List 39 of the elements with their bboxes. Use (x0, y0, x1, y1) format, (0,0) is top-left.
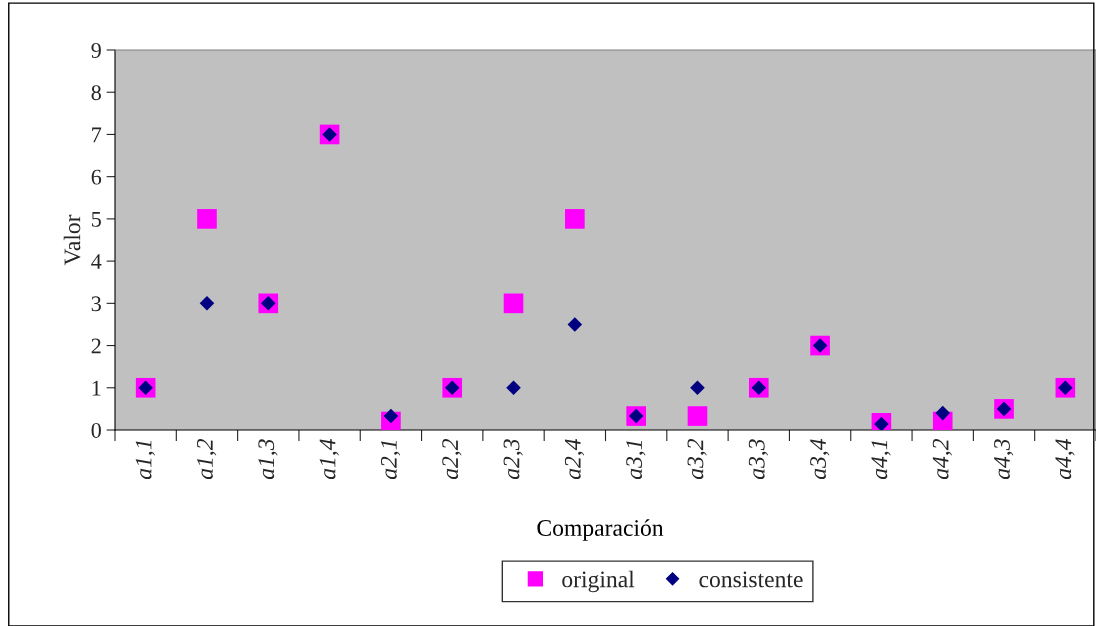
point (197, 209, 217, 229)
point (690, 380, 705, 396)
y-tick-label: 6 (91, 169, 102, 185)
y-tick-label: 9 (91, 42, 101, 58)
x-tick-label: a4,3 (994, 439, 1014, 480)
x-tick-label: a4,2 (932, 438, 953, 480)
x-tick-label: a3,2 (687, 438, 707, 480)
y-tick-label: 2 (91, 338, 101, 354)
x-tick-label: a2,4 (564, 438, 585, 480)
x-tick-label: a3,4 (810, 438, 830, 480)
x-tick-label: a2,3 (503, 439, 523, 480)
y-tick-label: 0 (91, 422, 101, 438)
point (383, 408, 399, 424)
point (503, 293, 524, 314)
y-axis-title: Valor (63, 214, 81, 266)
legend-label: original (562, 570, 635, 593)
point (506, 380, 521, 396)
x-tick-label: a1,4 (319, 438, 339, 480)
x-tick-label: a2,2 (442, 438, 462, 480)
y-tick-label: 4 (91, 254, 102, 269)
x-tick-label: a4,1 (871, 440, 891, 480)
y-tick-label: 5 (91, 212, 101, 227)
x-tick-label: a3,1 (626, 440, 646, 480)
y-tick-label: 7 (92, 127, 102, 143)
x-tick-label: a1,2 (197, 438, 217, 480)
x-tick-label: a2,1 (380, 440, 401, 480)
point (687, 406, 708, 426)
x-tick-label: a4,4 (1055, 438, 1075, 480)
y-tick-label: 8 (91, 85, 101, 101)
point (199, 296, 215, 311)
point (565, 209, 585, 229)
x-axis-title: Comparación (537, 519, 664, 541)
x-tick-label: a1,1 (135, 440, 155, 480)
point (567, 317, 583, 332)
x-tick-label: a1,3 (258, 439, 278, 480)
x-tick-label: a3,3 (748, 439, 769, 480)
y-tick-label: 1 (92, 380, 101, 396)
y-tick-label: 3 (91, 296, 101, 312)
legend-label: consistente (699, 571, 803, 588)
